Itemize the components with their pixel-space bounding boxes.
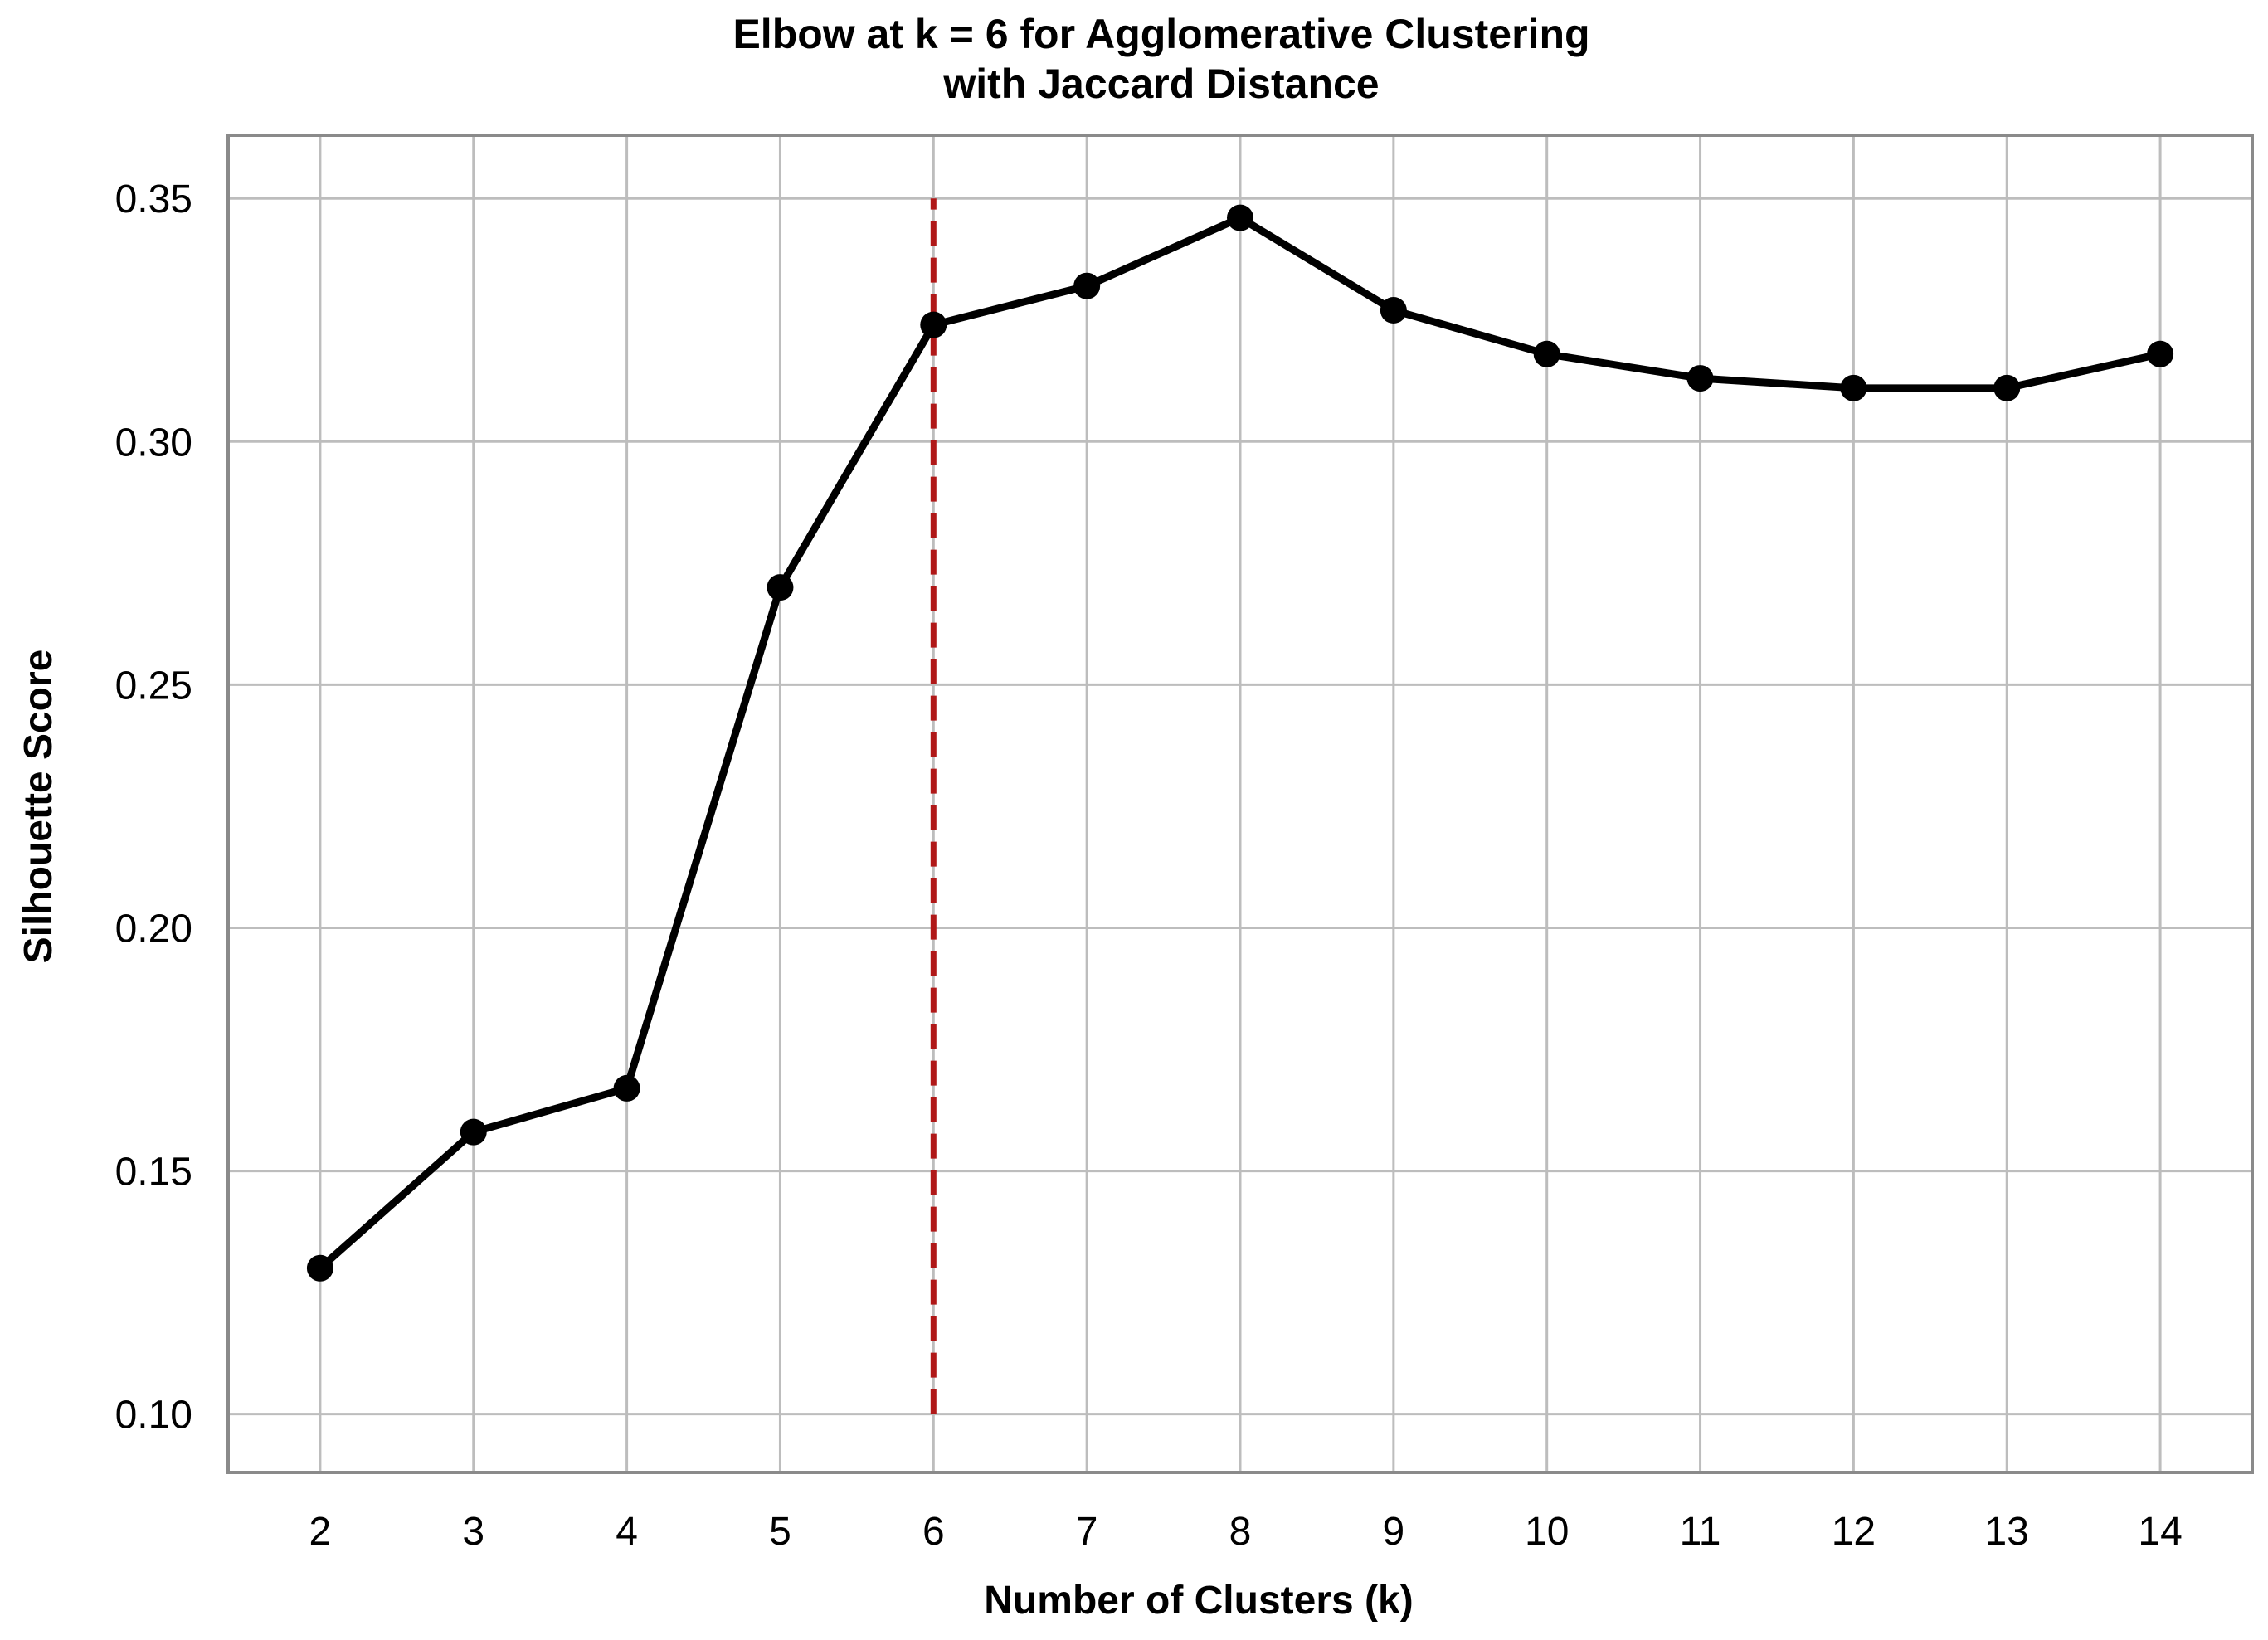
data-point-k14: [2147, 340, 2174, 367]
plot-frame: [226, 134, 2254, 1474]
x-tick-label: 5: [769, 1510, 791, 1554]
data-point-k8: [1227, 204, 1253, 231]
data-point-k11: [1686, 365, 1714, 392]
data-point-k6: [920, 311, 947, 338]
y-tick-label: 0.20: [115, 907, 192, 951]
x-axis-label: Number of Clusters (k): [984, 1579, 1413, 1623]
y-tick-label: 0.35: [115, 178, 192, 221]
series-group: [306, 204, 2174, 1282]
data-point-k3: [460, 1118, 487, 1146]
y-axis-label: Silhouette Score: [17, 650, 61, 964]
y-tick-label: 0.10: [115, 1394, 192, 1438]
data-point-k13: [1993, 374, 2021, 401]
data-point-k10: [1533, 340, 1560, 367]
y-tick-label: 0.15: [115, 1151, 192, 1195]
chart-subtitle: with Jaccard Distance: [942, 61, 1379, 107]
x-tick-labels: 2 3 4 5 6 7 8 9 10 11 12 13 14: [309, 1510, 2183, 1554]
x-tick-label: 12: [1832, 1510, 1876, 1554]
y-tick-label: 0.30: [115, 421, 192, 465]
x-tick-label: 3: [462, 1510, 484, 1554]
x-tick-label: 7: [1076, 1510, 1098, 1554]
data-point-k9: [1380, 297, 1407, 324]
y-tick-labels: 0.10 0.15 0.20 0.25 0.30 0.35: [115, 178, 192, 1437]
x-tick-label: 4: [616, 1510, 638, 1554]
x-tick-label: 8: [1229, 1510, 1252, 1554]
x-tick-label: 6: [922, 1510, 945, 1554]
x-tick-label: 14: [2138, 1510, 2182, 1554]
chart-title: Elbow at k = 6 for Agglomerative Cluster…: [732, 11, 1589, 57]
x-tick-label: 2: [309, 1510, 332, 1554]
data-point-k4: [613, 1074, 640, 1102]
y-tick-label: 0.25: [115, 664, 192, 708]
x-tick-label: 10: [1525, 1510, 1569, 1554]
x-tick-label: 11: [1680, 1510, 1721, 1554]
x-tick-label: 13: [1985, 1510, 2029, 1554]
grid: [228, 135, 2252, 1472]
data-point-k5: [767, 574, 794, 601]
x-tick-label: 9: [1382, 1510, 1404, 1554]
data-point-k12: [1840, 374, 1867, 401]
data-point-k2: [306, 1254, 333, 1282]
data-point-k7: [1073, 272, 1101, 299]
